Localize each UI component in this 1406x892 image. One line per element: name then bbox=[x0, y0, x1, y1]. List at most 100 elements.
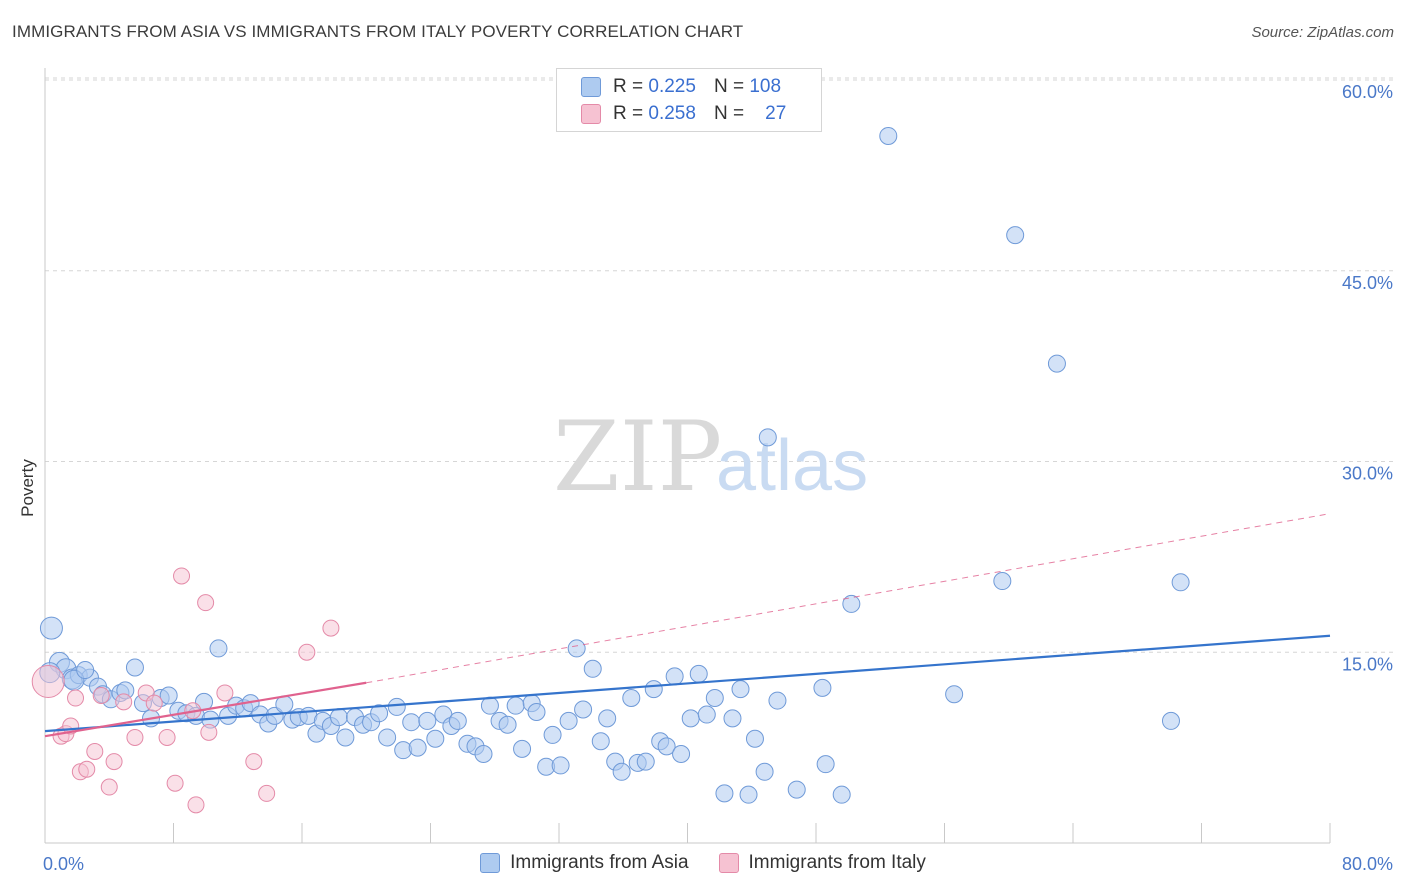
asia-point bbox=[622, 689, 641, 708]
legend-label-asia: Immigrants from Asia bbox=[510, 852, 689, 873]
italy-point bbox=[67, 689, 85, 707]
asia-point bbox=[76, 661, 95, 680]
legend-n-value: 108 bbox=[749, 76, 782, 97]
trend-lines bbox=[44, 513, 1331, 738]
italy-point bbox=[86, 742, 104, 760]
asia-point bbox=[559, 711, 578, 730]
asia-point bbox=[644, 680, 663, 699]
watermark-zip: ZIP bbox=[553, 401, 722, 513]
asia-point bbox=[768, 691, 787, 710]
asia-point bbox=[689, 664, 708, 683]
italy-point bbox=[173, 567, 191, 585]
legend-item-asia[interactable]: Immigrants from Asia bbox=[480, 852, 689, 874]
italy-point bbox=[92, 686, 110, 704]
asia-point bbox=[755, 762, 774, 781]
asia-point bbox=[387, 697, 406, 716]
asia-point bbox=[705, 689, 724, 708]
y-tick-labels: 15.0% 30.0% 45.0% 60.0% bbox=[1342, 82, 1393, 674]
asia-point bbox=[731, 680, 750, 699]
y-axis-label: Poverty bbox=[18, 459, 37, 517]
legend-n-value: 27 bbox=[765, 103, 787, 124]
asia-point bbox=[583, 659, 602, 678]
legend-label-italy: Immigrants from Italy bbox=[748, 852, 926, 873]
asia-point bbox=[125, 658, 144, 677]
watermark: ZIP atlas bbox=[553, 401, 868, 513]
asia-point bbox=[758, 428, 777, 447]
x-tick-labels: 0.0% 80.0% bbox=[43, 854, 1393, 874]
series-asia-points bbox=[39, 126, 1190, 804]
legend-item-italy[interactable]: Immigrants from Italy bbox=[718, 852, 926, 874]
italy-point bbox=[322, 619, 340, 637]
legend-swatch-asia bbox=[480, 853, 501, 873]
asia-point bbox=[598, 709, 617, 728]
italy-point bbox=[197, 594, 215, 612]
legend-r-label: R = bbox=[613, 103, 644, 124]
asia-point bbox=[402, 713, 421, 732]
asia-point bbox=[574, 700, 593, 719]
asia-point bbox=[543, 725, 562, 744]
trend-italy-extension bbox=[366, 513, 1331, 684]
watermark-atlas: atlas bbox=[716, 426, 868, 506]
italy-point bbox=[245, 753, 263, 771]
legend-r-value: 0.258 bbox=[648, 103, 696, 124]
asia-point bbox=[474, 744, 493, 763]
asia-point bbox=[209, 639, 228, 658]
asia-point bbox=[336, 728, 355, 747]
asia-point bbox=[1006, 226, 1025, 245]
italy-point bbox=[200, 723, 218, 741]
y-tick-label: 30.0% bbox=[1342, 464, 1393, 484]
italy-point bbox=[115, 693, 133, 711]
asia-point bbox=[426, 729, 445, 748]
grid-lines bbox=[45, 77, 1394, 653]
legend-row-asia: R = 0.225 N = 108 bbox=[581, 75, 781, 99]
italy-point bbox=[258, 784, 276, 802]
italy-point bbox=[298, 643, 316, 661]
stats-legend: R = 0.225 N = 108 R = 0.258 N = 27 bbox=[556, 68, 822, 132]
asia-point bbox=[1171, 573, 1190, 592]
legend-swatch-italy bbox=[718, 853, 739, 873]
asia-point bbox=[813, 678, 832, 697]
asia-point bbox=[681, 709, 700, 728]
chart-title: IMMIGRANTS FROM ASIA VS IMMIGRANTS FROM … bbox=[12, 22, 744, 41]
italy-point bbox=[126, 728, 144, 746]
italy-point bbox=[166, 774, 184, 792]
asia-point bbox=[657, 737, 676, 756]
asia-point bbox=[832, 785, 851, 804]
asia-point bbox=[842, 594, 861, 613]
asia-point bbox=[527, 703, 546, 722]
source-label: Source: ZipAtlas.com bbox=[1251, 24, 1394, 41]
asia-point bbox=[448, 711, 467, 730]
trend-italy bbox=[44, 681, 367, 738]
asia-point bbox=[787, 780, 806, 799]
legend-r-label: R = bbox=[613, 76, 644, 97]
asia-point bbox=[612, 762, 631, 781]
italy-point bbox=[105, 753, 123, 771]
asia-point bbox=[498, 715, 517, 734]
asia-point bbox=[329, 708, 348, 727]
y-tick-label: 60.0% bbox=[1342, 82, 1393, 102]
series-italy-points bbox=[31, 567, 340, 814]
asia-point bbox=[513, 739, 532, 758]
asia-point bbox=[506, 696, 525, 715]
asia-point bbox=[567, 639, 586, 658]
asia-point bbox=[945, 685, 964, 704]
asia-point bbox=[408, 738, 427, 757]
legend-n-label: N = bbox=[713, 103, 745, 124]
asia-point bbox=[993, 572, 1012, 591]
asia-point bbox=[715, 784, 734, 803]
y-tick-label: 45.0% bbox=[1342, 273, 1393, 293]
italy-point bbox=[158, 728, 176, 746]
asia-point bbox=[378, 728, 397, 747]
legend-row-italy: R = 0.258 N = 27 bbox=[581, 102, 786, 126]
asia-point bbox=[816, 755, 835, 774]
asia-point bbox=[591, 732, 610, 751]
legend-swatch-italy bbox=[581, 104, 601, 124]
asia-point bbox=[1161, 711, 1180, 730]
x-tick-label: 80.0% bbox=[1342, 854, 1393, 874]
asia-point bbox=[480, 696, 499, 715]
italy-point bbox=[187, 796, 205, 814]
asia-point bbox=[745, 729, 764, 748]
asia-point bbox=[551, 756, 570, 775]
asia-point bbox=[723, 709, 742, 728]
